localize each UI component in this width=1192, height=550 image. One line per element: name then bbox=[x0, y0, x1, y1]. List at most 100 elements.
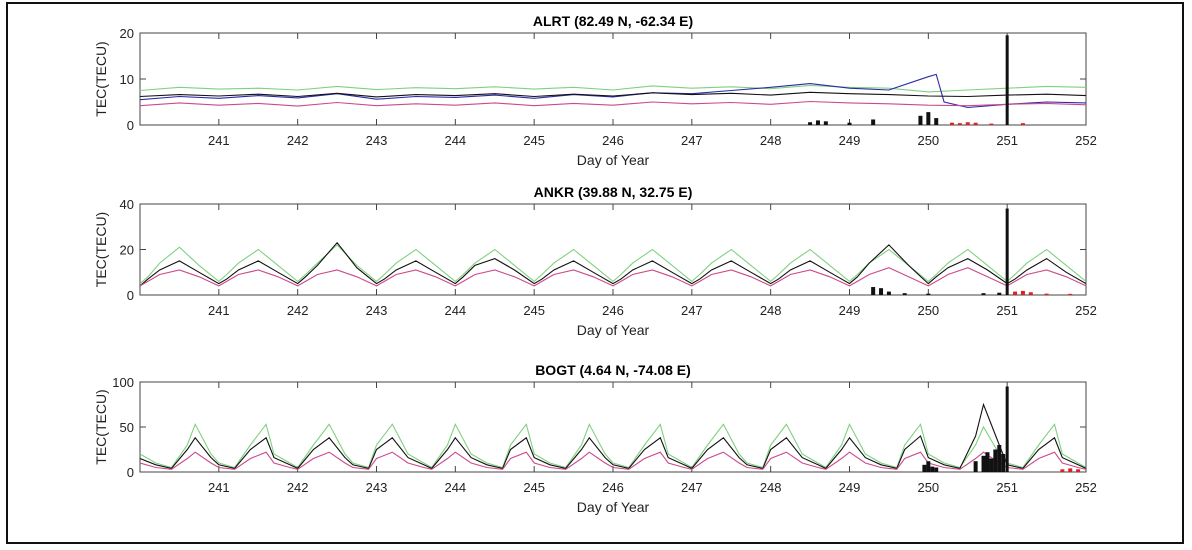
x-tick-label: 242 bbox=[287, 480, 309, 495]
x-tick-label: 247 bbox=[681, 133, 703, 148]
black-bar bbox=[930, 466, 935, 472]
x-tick-label: 241 bbox=[208, 480, 230, 495]
x-tick-label: 243 bbox=[366, 133, 388, 148]
black-bar bbox=[823, 121, 828, 125]
black-bar bbox=[926, 461, 931, 472]
data-layer bbox=[140, 386, 1086, 472]
black-bar bbox=[997, 445, 1002, 472]
black-bar bbox=[926, 112, 931, 125]
chart-title: ALRT (82.49 N, -62.34 E) bbox=[533, 13, 693, 29]
black-spike bbox=[1005, 35, 1009, 125]
x-tick-label: 252 bbox=[1075, 303, 1097, 318]
y-tick-label: 100 bbox=[112, 375, 134, 390]
black-bar bbox=[997, 292, 1002, 295]
x-tick-label: 243 bbox=[366, 480, 388, 495]
figure-svg: ALRT (82.49 N, -62.34 E) 0 10 20 241 242 243 24… bbox=[93, 13, 1097, 515]
black-bar bbox=[918, 115, 923, 125]
x-axis-label: Day of Year bbox=[577, 499, 650, 515]
chart-panel-0: ALRT (82.49 N, -62.34 E) 0 10 20 241 242 243 24… bbox=[93, 13, 1097, 168]
black-bar bbox=[985, 452, 990, 472]
x-tick-label: 248 bbox=[760, 303, 782, 318]
x-tick-label: 247 bbox=[681, 480, 703, 495]
series-line-2 bbox=[140, 267, 1086, 287]
x-tick-label: 241 bbox=[208, 133, 230, 148]
x-axis-label: Day of Year bbox=[577, 152, 650, 168]
black-spike bbox=[1005, 386, 1009, 472]
data-layer bbox=[140, 35, 1086, 125]
chart-title: BOGT (4.64 N, -74.08 E) bbox=[535, 362, 691, 378]
y-axis-label: TEC(TECU) bbox=[93, 212, 109, 287]
red-bar bbox=[1028, 292, 1033, 295]
x-tick-label: 242 bbox=[287, 133, 309, 148]
red-bar bbox=[989, 123, 994, 125]
x-tick-label: 244 bbox=[444, 480, 466, 495]
y-tick-label: 0 bbox=[127, 465, 134, 480]
black-bar bbox=[808, 122, 813, 125]
x-tick-label: 250 bbox=[917, 133, 939, 148]
x-tick-label: 245 bbox=[523, 303, 545, 318]
black-bar bbox=[847, 122, 852, 125]
x-tick-label: 243 bbox=[366, 303, 388, 318]
red-bar bbox=[1044, 293, 1049, 295]
y-tick-label: 10 bbox=[120, 72, 134, 87]
black-bar bbox=[886, 291, 891, 295]
x-tick-label: 252 bbox=[1075, 133, 1097, 148]
black-bar bbox=[973, 461, 978, 472]
y-tick-label: 20 bbox=[120, 26, 134, 41]
x-tick-label: 247 bbox=[681, 303, 703, 318]
black-bar bbox=[871, 287, 876, 295]
black-bar bbox=[815, 120, 820, 125]
x-tick-label: 252 bbox=[1075, 480, 1097, 495]
y-axis-label: TEC(TECU) bbox=[93, 41, 109, 116]
x-tick-label: 249 bbox=[839, 303, 861, 318]
x-tick-label: 242 bbox=[287, 303, 309, 318]
series-line-0 bbox=[140, 84, 1086, 93]
black-bar bbox=[879, 288, 884, 295]
red-bar bbox=[949, 122, 954, 125]
y-tick-label: 20 bbox=[120, 243, 134, 258]
black-bar bbox=[902, 293, 907, 295]
red-bar bbox=[973, 122, 978, 125]
red-bar bbox=[1076, 469, 1081, 472]
red-bar bbox=[1020, 123, 1025, 125]
x-axis-label: Day of Year bbox=[577, 322, 650, 338]
y-tick-label: 50 bbox=[120, 420, 134, 435]
black-bar bbox=[926, 293, 931, 295]
figure-frame: ALRT (82.49 N, -62.34 E) 0 10 20 241 242 243 24… bbox=[6, 2, 1184, 544]
red-bar bbox=[965, 122, 970, 125]
series-line-3 bbox=[140, 100, 1086, 107]
black-bar bbox=[871, 119, 876, 125]
data-layer bbox=[140, 208, 1086, 295]
x-tick-label: 250 bbox=[917, 480, 939, 495]
series-line-1 bbox=[140, 241, 1086, 287]
x-tick-label: 249 bbox=[839, 133, 861, 148]
x-tick-label: 251 bbox=[996, 303, 1018, 318]
chart-panel-2: BOGT (4.64 N, -74.08 E) 0 50 100 241 242 243 24… bbox=[93, 362, 1097, 515]
black-bar bbox=[981, 293, 986, 295]
x-tick-label: 248 bbox=[760, 480, 782, 495]
series-line-0 bbox=[140, 422, 1086, 469]
x-tick-label: 248 bbox=[760, 133, 782, 148]
y-tick-label: 0 bbox=[127, 118, 134, 133]
y-tick-label: 40 bbox=[120, 197, 134, 212]
x-tick-label: 251 bbox=[996, 133, 1018, 148]
red-bar bbox=[1013, 291, 1018, 295]
x-tick-label: 246 bbox=[602, 133, 624, 148]
series-line-2 bbox=[140, 91, 1086, 98]
red-bar bbox=[1060, 469, 1065, 472]
x-tick-label: 246 bbox=[602, 303, 624, 318]
x-tick-label: 246 bbox=[602, 480, 624, 495]
x-tick-label: 249 bbox=[839, 480, 861, 495]
black-bar bbox=[993, 449, 998, 472]
series-line-1 bbox=[140, 402, 1086, 470]
series-line-0 bbox=[140, 244, 1086, 285]
axes-box bbox=[139, 32, 1087, 126]
red-bar bbox=[1068, 293, 1073, 295]
x-tick-label: 244 bbox=[444, 303, 466, 318]
black-bar bbox=[981, 455, 986, 472]
x-tick-label: 241 bbox=[208, 303, 230, 318]
black-bar bbox=[934, 467, 939, 472]
black-bar bbox=[1001, 454, 1006, 472]
chart-title: ANKR (39.88 N, 32.75 E) bbox=[534, 184, 693, 200]
red-bar bbox=[1020, 290, 1025, 295]
